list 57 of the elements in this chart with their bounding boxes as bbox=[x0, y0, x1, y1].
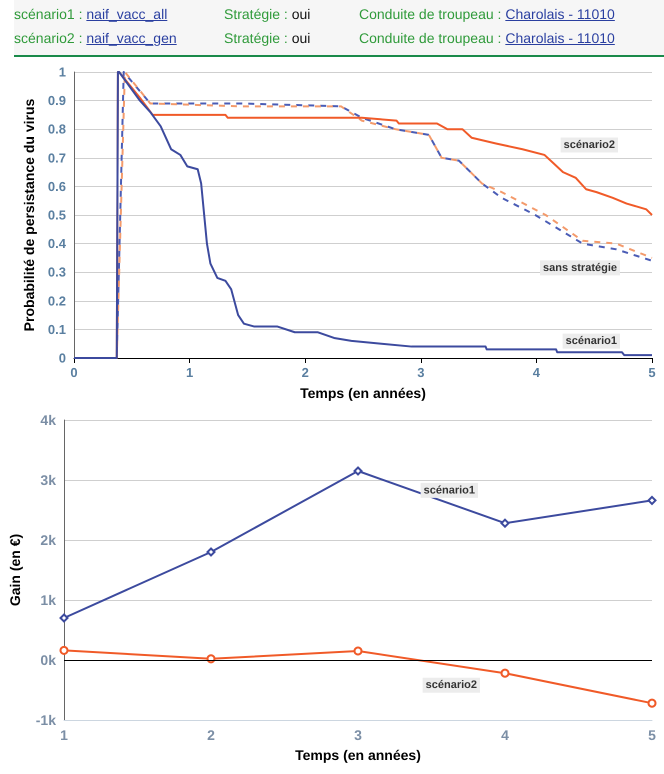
y-tick-label: 1k bbox=[40, 592, 56, 608]
y-tick-label: 0.1 bbox=[48, 322, 66, 337]
x-axis-title: Temps (en années) bbox=[295, 747, 421, 763]
series-label: scénario1 bbox=[566, 335, 617, 348]
y-tick-label: 0k bbox=[40, 652, 56, 668]
text: Charolais - 11010 bbox=[505, 6, 615, 22]
point bbox=[354, 466, 362, 476]
x-tick-label: 2 bbox=[302, 365, 309, 380]
point bbox=[60, 646, 68, 655]
point bbox=[206, 548, 216, 556]
point bbox=[354, 646, 362, 656]
x-tick-label: 5 bbox=[648, 727, 656, 743]
point bbox=[500, 668, 510, 678]
point bbox=[60, 614, 68, 622]
x-tick-label: 5 bbox=[648, 365, 656, 380]
y-tick-label: 0.7 bbox=[48, 150, 66, 166]
y-axis-title: Probabilité de persistance du virus bbox=[21, 98, 37, 332]
x-tick-label: 0 bbox=[70, 365, 78, 380]
point bbox=[500, 518, 510, 528]
text: naif_vacc_gen bbox=[86, 30, 177, 46]
text: oui bbox=[292, 6, 310, 22]
y-tick-label: 0.9 bbox=[48, 93, 66, 108]
x-tick-label: 1 bbox=[186, 365, 194, 380]
x-tick-label: 3 bbox=[354, 727, 362, 743]
series-label: scénario2 bbox=[564, 139, 615, 151]
text: Conduite de troupeau : bbox=[359, 30, 502, 46]
text: Charolais - 11010 bbox=[505, 30, 615, 46]
y-tick-label: 2k bbox=[40, 532, 56, 548]
y-tick-label: 1 bbox=[58, 64, 66, 80]
y-tick-label: -1k bbox=[36, 712, 56, 728]
text: scénario2 : bbox=[14, 30, 82, 46]
text: Stratégie : bbox=[224, 6, 288, 22]
series-label: scénario1 bbox=[424, 484, 475, 496]
x-tick-label: 4 bbox=[501, 727, 510, 743]
y-tick-label: 0.4 bbox=[48, 236, 67, 252]
x-tick-label: 3 bbox=[417, 365, 424, 380]
y-tick-label: 0.2 bbox=[48, 293, 66, 308]
x-axis-title: Temps (en années) bbox=[300, 385, 426, 401]
text: Conduite de troupeau : bbox=[359, 6, 502, 22]
y-tick-label: 4k bbox=[40, 412, 56, 428]
point bbox=[648, 698, 656, 708]
y-tick-label: 0.8 bbox=[48, 122, 66, 137]
y-tick-label: 0.5 bbox=[48, 208, 66, 222]
y-tick-label: 0.3 bbox=[48, 264, 66, 280]
text: scénario1 : bbox=[14, 6, 82, 22]
x-tick-label: 4 bbox=[532, 365, 541, 380]
x-tick-label: 2 bbox=[207, 727, 216, 743]
text: oui bbox=[292, 30, 310, 46]
y-axis-title: Gain (en €) bbox=[7, 534, 23, 606]
y-tick-label: 0 bbox=[58, 350, 66, 366]
series-label: sans stratégie bbox=[543, 262, 617, 274]
text: naif_vacc_all bbox=[86, 6, 168, 22]
text: Stratégie : bbox=[224, 30, 288, 46]
series-label: scénario2 bbox=[426, 679, 477, 692]
y-tick-label: 0.6 bbox=[48, 178, 66, 194]
y-tick-label: 3k bbox=[40, 472, 56, 488]
point bbox=[648, 496, 656, 505]
